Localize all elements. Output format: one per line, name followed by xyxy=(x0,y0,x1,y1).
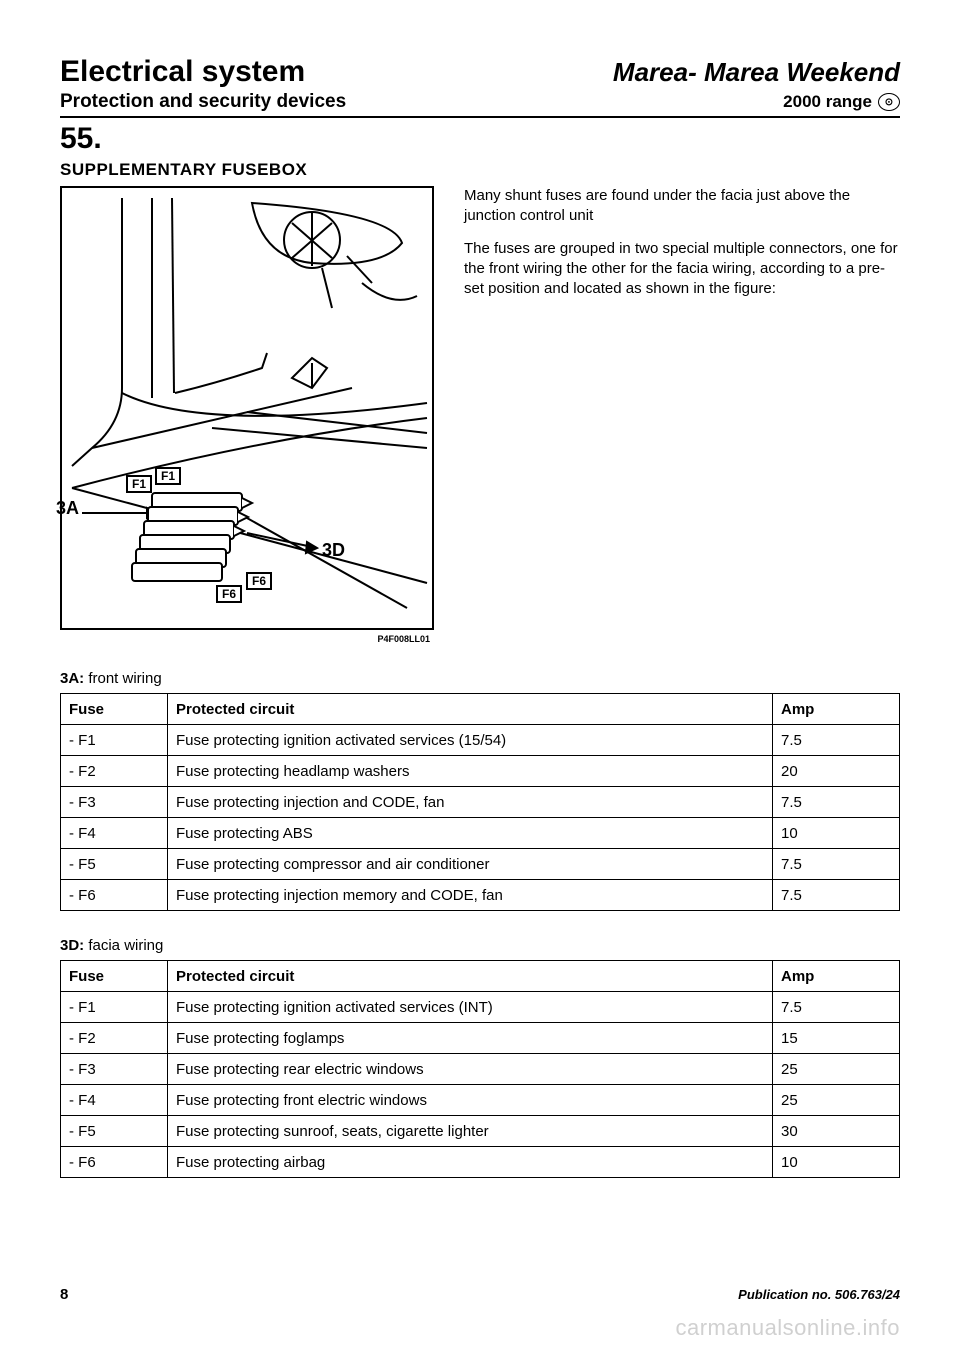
cell-circuit: Fuse protecting injection and CODE, fan xyxy=(168,787,773,818)
table-row: - F4Fuse protecting front electric windo… xyxy=(61,1085,900,1116)
col-circuit: Protected circuit xyxy=(168,694,773,725)
cell-amp: 7.5 xyxy=(773,880,900,911)
cell-fuse: - F1 xyxy=(61,992,168,1023)
table-3a-heading: 3A: front wiring xyxy=(60,670,900,687)
table-3d-heading-bold: 3D: xyxy=(60,937,84,954)
section-title: SUPPLEMENTARY FUSEBOX xyxy=(60,160,900,180)
table-3a-heading-suffix: front wiring xyxy=(84,670,162,687)
cell-amp: 20 xyxy=(773,756,900,787)
table-row: - F4Fuse protecting ABS10 xyxy=(61,818,900,849)
table-row: Fuse Protected circuit Amp xyxy=(61,961,900,992)
subtitle-right: 2000 range ⊙ xyxy=(783,92,900,112)
figure-label-3a: 3A xyxy=(56,498,79,519)
cell-circuit: Fuse protecting sunroof, seats, cigarett… xyxy=(168,1116,773,1147)
description-p2: The fuses are grouped in two special mul… xyxy=(464,239,900,300)
cell-circuit: Fuse protecting airbag xyxy=(168,1147,773,1178)
cell-fuse: - F1 xyxy=(61,725,168,756)
figure-diagram: 3A xyxy=(60,186,434,630)
table-row: - F1Fuse protecting ignition activated s… xyxy=(61,992,900,1023)
cell-amp: 10 xyxy=(773,1147,900,1178)
cell-amp: 25 xyxy=(773,1054,900,1085)
cell-amp: 7.5 xyxy=(773,992,900,1023)
table-3a-heading-bold: 3A: xyxy=(60,670,84,687)
cell-circuit: Fuse protecting headlamp washers xyxy=(168,756,773,787)
svg-f1-a: F1 xyxy=(132,477,146,491)
cell-circuit: Fuse protecting ignition activated servi… xyxy=(168,992,773,1023)
cell-fuse: - F2 xyxy=(61,756,168,787)
cell-fuse: - F4 xyxy=(61,1085,168,1116)
table-row: Fuse Protected circuit Amp xyxy=(61,694,900,725)
cell-amp: 7.5 xyxy=(773,849,900,880)
cell-circuit: Fuse protecting ABS xyxy=(168,818,773,849)
cell-fuse: - F3 xyxy=(61,1054,168,1085)
svg-f6-a: F6 xyxy=(222,587,236,601)
table-3a: Fuse Protected circuit Amp - F1Fuse prot… xyxy=(60,693,900,911)
cell-circuit: Fuse protecting front electric windows xyxy=(168,1085,773,1116)
section-number: 55. xyxy=(60,122,900,156)
col-fuse: Fuse xyxy=(61,694,168,725)
cell-circuit: Fuse protecting injection memory and COD… xyxy=(168,880,773,911)
model-icon: ⊙ xyxy=(878,93,900,111)
cell-fuse: - F6 xyxy=(61,880,168,911)
table-row: - F3Fuse protecting injection and CODE, … xyxy=(61,787,900,818)
watermark: carmanualsonline.info xyxy=(675,1315,900,1341)
cell-amp: 25 xyxy=(773,1085,900,1116)
cell-amp: 30 xyxy=(773,1116,900,1147)
svg-f1-b: F1 xyxy=(161,469,175,483)
cell-amp: 7.5 xyxy=(773,787,900,818)
svg-3d: 3D xyxy=(322,540,345,560)
cell-circuit: Fuse protecting rear electric windows xyxy=(168,1054,773,1085)
table-3d-heading: 3D: facia wiring xyxy=(60,937,900,954)
cell-fuse: - F2 xyxy=(61,1023,168,1054)
cell-amp: 10 xyxy=(773,818,900,849)
col-circuit: Protected circuit xyxy=(168,961,773,992)
cell-fuse: - F3 xyxy=(61,787,168,818)
svg-f6-b: F6 xyxy=(252,574,266,588)
table-row: - F5Fuse protecting sunroof, seats, ciga… xyxy=(61,1116,900,1147)
description-p1: Many shunt fuses are found under the fac… xyxy=(464,186,900,227)
table-row: - F5Fuse protecting compressor and air c… xyxy=(61,849,900,880)
cell-amp: 15 xyxy=(773,1023,900,1054)
footer-page: 8 xyxy=(60,1286,68,1303)
table-row: - F6Fuse protecting injection memory and… xyxy=(61,880,900,911)
description-column: Many shunt fuses are found under the fac… xyxy=(464,186,900,311)
figure-caption: P4F008LL01 xyxy=(60,634,430,644)
table-3d-heading-suffix: facia wiring xyxy=(84,937,163,954)
table-row: - F1Fuse protecting ignition activated s… xyxy=(61,725,900,756)
cell-fuse: - F6 xyxy=(61,1147,168,1178)
footer-pub: Publication no. 506.763/24 xyxy=(738,1287,900,1302)
col-amp: Amp xyxy=(773,961,900,992)
footer: 8 Publication no. 506.763/24 xyxy=(60,1286,900,1303)
table-row: - F2Fuse protecting foglamps15 xyxy=(61,1023,900,1054)
range-text: 2000 range xyxy=(783,92,872,112)
cell-fuse: - F4 xyxy=(61,818,168,849)
table-row: - F6Fuse protecting airbag10 xyxy=(61,1147,900,1178)
table-row: - F3Fuse protecting rear electric window… xyxy=(61,1054,900,1085)
table-row: - F2Fuse protecting headlamp washers20 xyxy=(61,756,900,787)
subtitle-left: Protection and security devices xyxy=(60,91,346,113)
col-amp: Amp xyxy=(773,694,900,725)
title-right: Marea- Marea Weekend xyxy=(613,57,900,88)
title-left: Electrical system xyxy=(60,55,305,89)
cell-fuse: - F5 xyxy=(61,1116,168,1147)
cell-amp: 7.5 xyxy=(773,725,900,756)
cell-circuit: Fuse protecting compressor and air condi… xyxy=(168,849,773,880)
cell-circuit: Fuse protecting ignition activated servi… xyxy=(168,725,773,756)
table-3d: Fuse Protected circuit Amp - F1Fuse prot… xyxy=(60,960,900,1178)
cell-circuit: Fuse protecting foglamps xyxy=(168,1023,773,1054)
cell-fuse: - F5 xyxy=(61,849,168,880)
col-fuse: Fuse xyxy=(61,961,168,992)
